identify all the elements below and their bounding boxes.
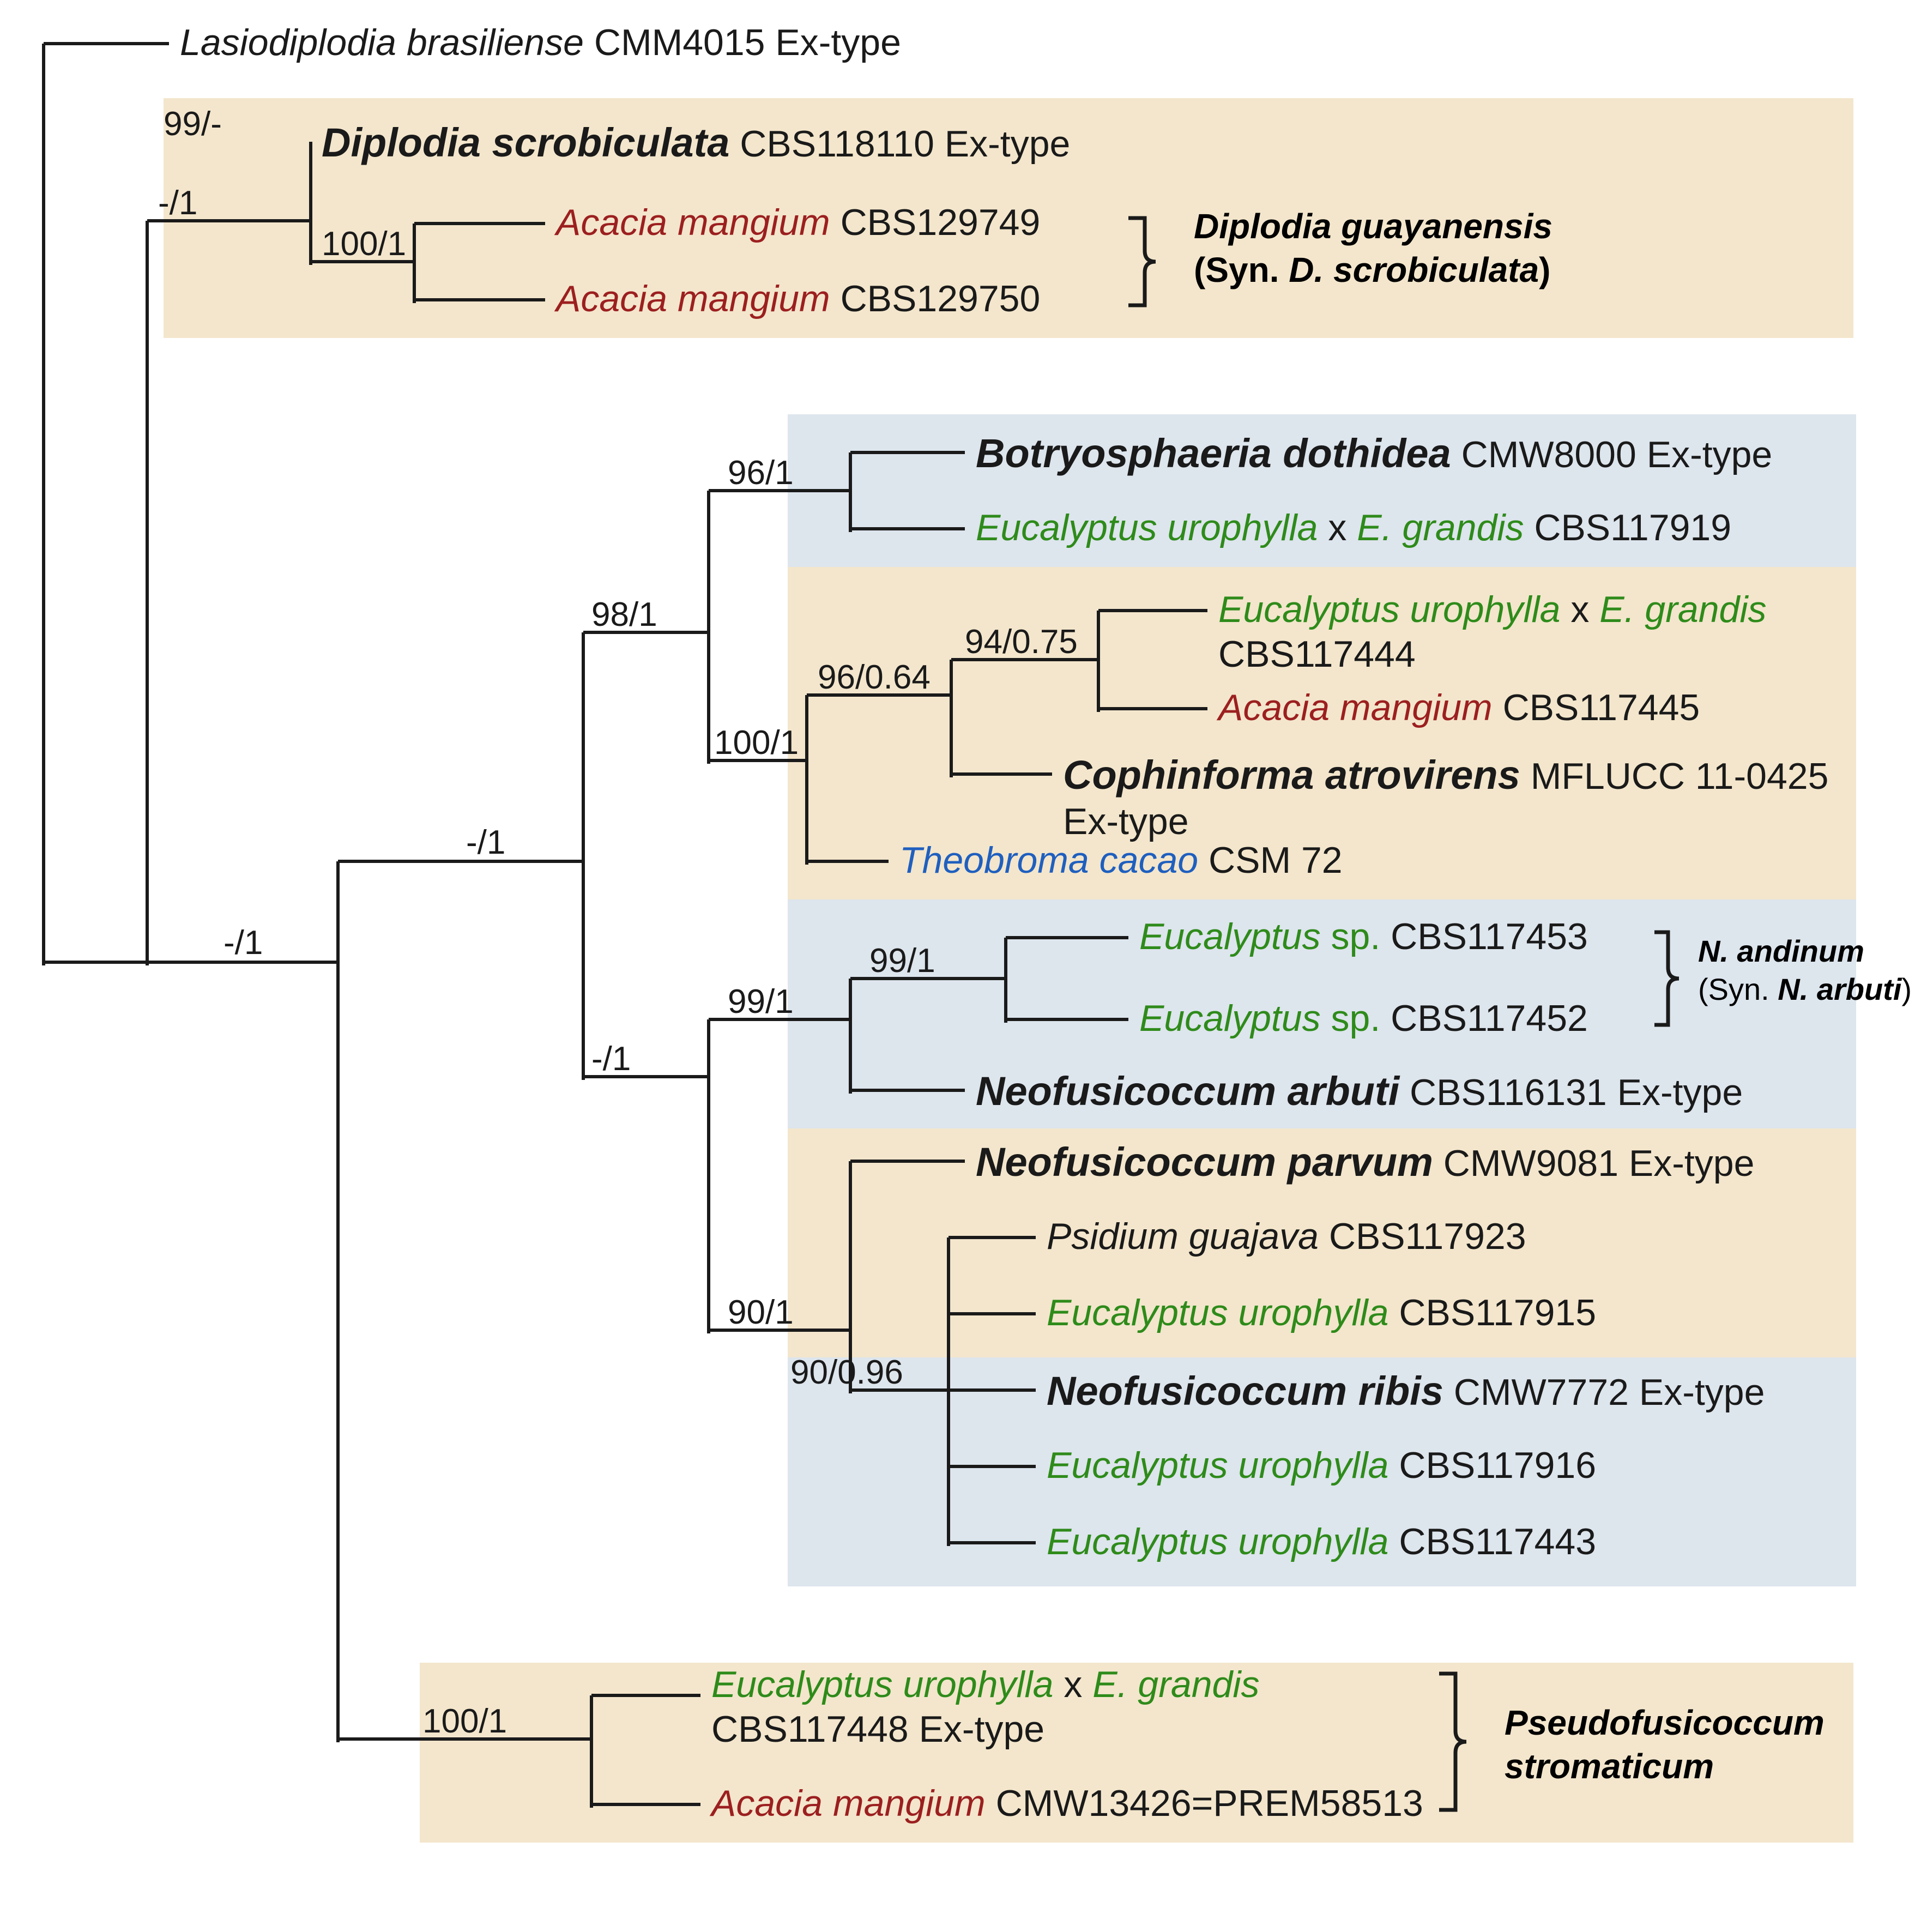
clade-annotation: Diplodia guayanensis(Syn. D. scrobiculat… [1194,204,1552,292]
taxon-label: Eucalyptus urophylla CBS117443 [1047,1520,1596,1565]
support-value: 90/1 [728,1293,794,1332]
tree-branch [849,979,852,1094]
support-value: 99/- [164,105,222,143]
taxon-label: Neofusicoccum arbuti CBS116131 Ex-type [976,1067,1743,1116]
tree-branch [146,221,149,965]
tree-branch [414,222,545,225]
tree-branch [1006,936,1128,939]
tree-branch [949,1388,1036,1392]
taxon-label: Acacia mangium CMW13426=PREM58513 [711,1782,1423,1826]
phylogenetic-tree-diagram: 99/- 100/1 -/1 -/1 98/1 96/1 100/1 96/0.64 94/0.… [0,0,1915,1932]
tree-branch [805,695,808,865]
tree-branch [336,861,340,1742]
support-value: -/1 [591,1040,631,1078]
taxon-label: Eucalyptus urophylla x E. grandisCBS1174… [1218,588,1818,677]
taxon-label: Eucalyptus sp. CBS117452 [1139,997,1588,1041]
tree-branch [413,224,416,303]
taxon-label: Eucalyptus urophylla x E. grandisCBS1174… [711,1663,1366,1752]
tree-branch [850,1160,965,1163]
tree-branch [707,491,710,764]
tree-branch [44,961,147,964]
clade-annotation: Pseudofusicoccumstromaticum [1505,1701,1825,1788]
support-value: 94/0.75 [965,623,1078,661]
tree-branch [951,772,1052,776]
support-value: 100/1 [422,1702,507,1741]
tree-branch [949,1541,1036,1544]
tree-branch [591,1694,700,1697]
support-value: -/1 [223,923,263,962]
bracket [1439,1668,1483,1815]
tree-branch [949,1236,1036,1239]
taxon-label: Eucalyptus urophylla CBS117916 [1047,1444,1596,1488]
taxon-label: Diplodia scrobiculata CBS118110 Ex-type [322,119,1070,167]
tree-branch [338,860,583,863]
bracket [1654,927,1698,1030]
support-value: 90/0.96 [790,1353,903,1392]
support-value: 99/1 [728,982,794,1021]
tree-branch [582,632,585,1080]
support-value: 96/0.64 [818,658,931,697]
outgroup-label: Lasiodiplodia brasiliense CMM4015 Ex-typ… [180,21,901,65]
support-value: 98/1 [591,595,657,634]
support-value: -/1 [158,184,197,222]
tree-branch [1006,1018,1128,1021]
tree-branch [590,1695,593,1808]
taxon-label: Eucalyptus urophylla x E. grandis CBS117… [976,506,1731,551]
tree-branch [1098,707,1207,710]
tree-branch [309,142,312,265]
clade-annotation: N. andinum(Syn. N. arbuti) [1698,932,1912,1009]
tree-branch [850,451,965,454]
bracket [1128,213,1172,311]
tree-branch [414,298,545,301]
support-value: 96/1 [728,454,794,492]
tree-branch [591,1803,700,1806]
tree-branch [950,660,953,777]
tree-branch [42,44,45,965]
tree-branch [850,1089,965,1092]
taxon-label: Acacia mangium CBS129750 [556,277,1040,322]
tree-branch [1004,938,1007,1023]
tree-branch [707,1019,710,1333]
taxon-label: Theobroma cacao CSM 72 [899,838,1343,883]
taxon-label: Neofusicoccum parvum CMW9081 Ex-type [976,1138,1754,1187]
taxon-label: Eucalyptus urophylla CBS117915 [1047,1291,1596,1336]
support-value: 100/1 [322,225,406,263]
support-value: -/1 [466,823,505,862]
tree-branch [1097,611,1100,712]
taxon-label: Neofusicoccum ribis CMW7772 Ex-type [1047,1367,1765,1416]
tree-branch [807,860,889,863]
tree-branch [949,1312,1036,1315]
tree-branch [850,527,965,530]
support-value: 100/1 [714,723,799,762]
tree-branch [44,42,169,45]
taxon-label: Acacia mangium CBS117445 [1218,686,1700,730]
support-value: 99/1 [869,941,935,980]
taxon-label: Eucalyptus sp. CBS117453 [1139,915,1588,959]
taxon-label: Cophinforma atrovirens MFLUCC 11-0425 Ex… [1063,751,1842,844]
taxon-label: Botryosphaeria dothidea CMW8000 Ex-type [976,430,1772,478]
tree-branch [947,1237,950,1546]
tree-branch [949,1465,1036,1468]
taxon-label: Psidium guajava CBS117923 [1047,1215,1526,1259]
tree-branch [849,452,852,532]
taxon-label: Acacia mangium CBS129749 [556,201,1040,245]
tree-branch [1098,609,1207,612]
